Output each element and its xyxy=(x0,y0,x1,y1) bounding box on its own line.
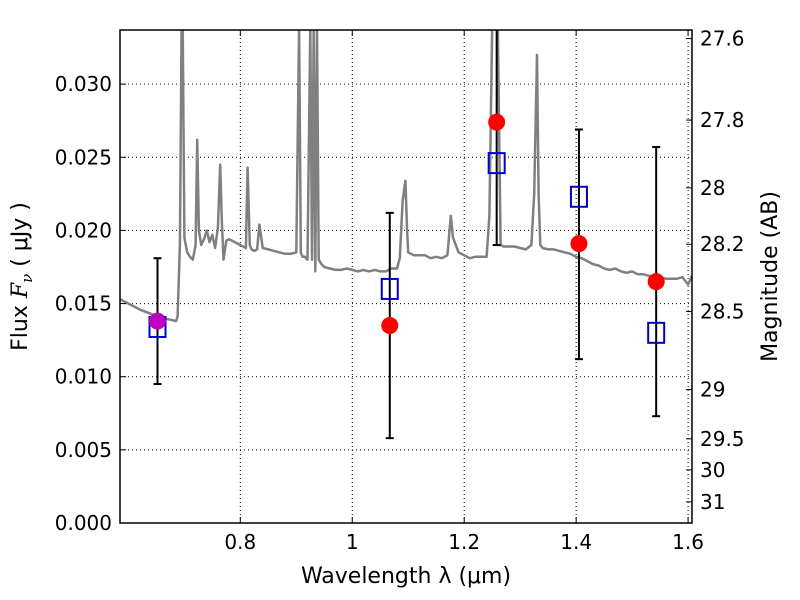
model-square-marker xyxy=(487,152,506,175)
right-tick-label: 28.5 xyxy=(700,300,745,324)
y-axis-label-subscript: ν xyxy=(18,274,36,283)
markers xyxy=(148,113,666,344)
y-tick-label: 0.010 xyxy=(55,365,112,389)
flux-point-marker xyxy=(488,113,506,131)
right-tick-label: 27.6 xyxy=(700,27,745,51)
y-axis-label-unit: ( μJy ) xyxy=(8,202,33,274)
x-tick-label: 0.8 xyxy=(224,530,256,554)
x-axis-label: Wavelength λ (μm) xyxy=(301,564,511,589)
flux-point-marker xyxy=(148,312,166,330)
model-square-marker xyxy=(569,185,588,208)
right-axis-label: Magnitude (AB) xyxy=(758,191,783,362)
y-axis-label-symbol: F xyxy=(8,282,33,299)
x-tick-label: 1.4 xyxy=(560,530,592,554)
right-tick-label: 29 xyxy=(700,378,725,402)
y-axis-label-flux: Flux xyxy=(8,298,33,351)
right-tick-label: 31 xyxy=(700,490,725,514)
flux-point-marker xyxy=(381,317,399,335)
right-tick-label: 27.8 xyxy=(700,108,745,132)
right-tick-label: 29.5 xyxy=(700,427,745,451)
right-tick-label: 30 xyxy=(700,458,725,482)
x-tick-label: 1 xyxy=(346,530,359,554)
x-tick-label: 1.2 xyxy=(448,530,480,554)
y-tick-label: 0.030 xyxy=(55,72,112,96)
grid xyxy=(120,30,692,524)
y-tick-label: 0.025 xyxy=(55,145,112,169)
ticks: 0.8 1 1.2 1.4 1.6 0.000 0.005 0.010 0.015 0.020 0.… xyxy=(55,27,745,554)
model-square-marker xyxy=(380,277,399,300)
y-axis-label: Flux Fν ( μJy ) xyxy=(8,202,36,351)
y-tick-label: 0.015 xyxy=(55,292,112,316)
spectrum-line xyxy=(120,30,692,323)
right-tick-label: 28 xyxy=(700,176,725,200)
data-layer xyxy=(120,30,692,323)
model-square-marker xyxy=(647,321,666,344)
y-tick-label: 0.000 xyxy=(55,511,112,535)
flux-point-marker xyxy=(570,235,588,253)
flux-point-marker xyxy=(647,273,665,291)
y-tick-label: 0.005 xyxy=(55,438,112,462)
plot-frame xyxy=(119,29,693,524)
right-tick-label: 28.2 xyxy=(700,232,745,256)
y-tick-label: 0.020 xyxy=(55,218,112,242)
x-tick-label: 1.6 xyxy=(672,530,704,554)
